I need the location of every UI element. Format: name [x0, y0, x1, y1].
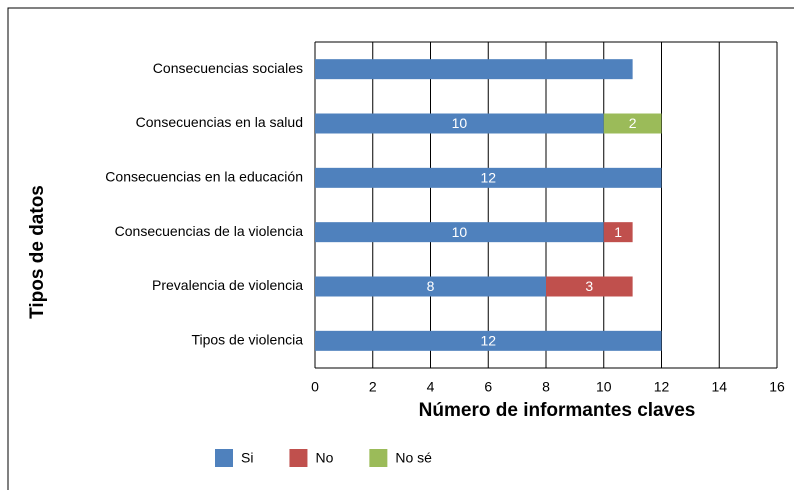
legend-label: No sé	[395, 450, 432, 466]
data-label: 3	[585, 278, 593, 294]
frame	[7, 7, 794, 490]
x-tick-label: 6	[484, 379, 492, 395]
data-label: 12	[480, 170, 496, 186]
bar	[546, 276, 633, 297]
x-tick-label: 8	[542, 379, 550, 395]
x-tick-label: 2	[369, 379, 377, 395]
y-tick-label: Consecuencias sociales	[153, 60, 303, 76]
bar	[603, 113, 662, 134]
data-label: 10	[452, 224, 468, 240]
bar	[315, 330, 662, 351]
legend-label: Si	[241, 450, 253, 466]
data-label: 2	[629, 115, 637, 131]
x-tick-label: 4	[427, 379, 435, 395]
data-label: 10	[452, 115, 468, 131]
y-tick-label: Prevalencia de violencia	[152, 277, 303, 293]
legend-swatch	[289, 449, 308, 467]
data-label: 12	[480, 333, 496, 349]
bar	[315, 222, 604, 243]
x-tick-label: 12	[654, 379, 670, 395]
y-tick-label: Consecuencias en la salud	[136, 114, 303, 130]
data-label: 8	[427, 278, 435, 294]
bar	[315, 113, 604, 134]
x-tick-label: 0	[311, 379, 319, 395]
y-tick-label: Consecuencias en la educación	[105, 169, 303, 185]
legend-swatch	[369, 449, 388, 467]
bar	[315, 167, 662, 188]
legend-swatch	[215, 449, 233, 467]
data-label: 1	[614, 224, 622, 240]
x-tick-label: 10	[596, 379, 612, 395]
x-tick-label: 14	[711, 379, 727, 395]
x-tick-label: 16	[769, 379, 785, 395]
bar	[315, 59, 633, 80]
x-axis-label: Número de informantes claves	[419, 400, 696, 421]
y-axis-label: Tipos de datos	[27, 185, 48, 319]
bar	[315, 276, 546, 297]
y-tick-label: Tipos de violencia	[191, 332, 303, 348]
y-tick-label: Consecuencias de la violencia	[115, 223, 304, 239]
legend-label: No	[315, 450, 333, 466]
bar	[603, 222, 633, 243]
